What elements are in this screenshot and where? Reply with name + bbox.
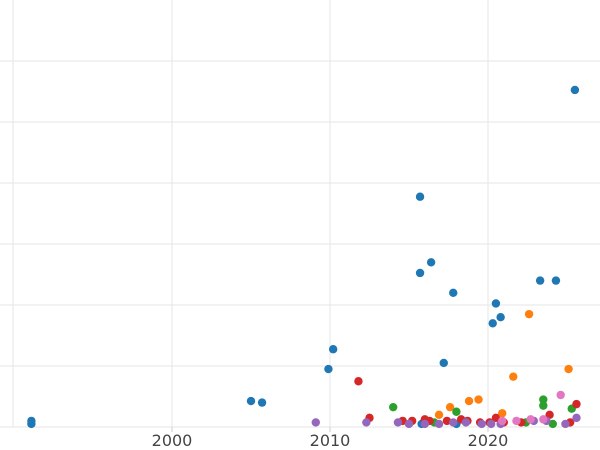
data-point <box>434 410 444 419</box>
data-point <box>509 372 518 381</box>
data-point <box>498 416 507 426</box>
data-point <box>477 419 486 429</box>
x-axis: 2000 2010 2020 <box>152 427 509 450</box>
data-point <box>354 377 363 386</box>
data-point <box>491 413 501 423</box>
x-tick-label-2000: 2000 <box>152 431 193 450</box>
data-point <box>474 395 483 404</box>
data-point <box>539 395 548 404</box>
data-point <box>449 418 458 427</box>
x-tick-label-2020: 2020 <box>468 431 509 450</box>
data-point <box>570 85 580 95</box>
data-point <box>572 399 581 409</box>
data-point <box>526 415 535 424</box>
data-point <box>246 396 256 406</box>
data-point <box>512 416 521 426</box>
data-point <box>539 401 548 410</box>
data-point <box>27 419 36 429</box>
data-point <box>452 407 461 416</box>
data-point <box>362 418 371 427</box>
data-point <box>556 390 565 400</box>
data-point <box>491 299 501 308</box>
data-point <box>439 358 448 368</box>
data-point <box>420 419 429 429</box>
data-point <box>498 409 507 418</box>
data-points <box>27 85 581 429</box>
data-point <box>564 364 573 374</box>
data-point <box>488 319 497 328</box>
data-point <box>389 402 398 412</box>
grid-layer <box>0 0 600 428</box>
data-point <box>572 413 581 423</box>
data-point <box>561 419 570 429</box>
data-point <box>461 418 471 427</box>
data-point <box>393 418 403 427</box>
data-point <box>445 402 455 412</box>
data-point <box>257 398 267 407</box>
data-point <box>324 364 333 374</box>
data-point <box>449 288 458 297</box>
data-point <box>415 268 425 278</box>
data-point <box>404 419 414 429</box>
data-point <box>539 415 548 424</box>
data-point <box>328 345 338 354</box>
data-point <box>535 276 545 285</box>
data-point <box>551 276 561 285</box>
data-point <box>548 419 557 429</box>
data-point <box>434 419 444 429</box>
data-point <box>486 419 496 429</box>
data-point <box>426 258 436 267</box>
x-tick-label-2010: 2010 <box>310 431 351 450</box>
data-point <box>311 418 320 427</box>
data-point <box>442 416 452 426</box>
data-point <box>415 192 425 201</box>
data-point <box>464 396 474 406</box>
data-point <box>496 313 505 322</box>
data-point <box>524 309 534 319</box>
